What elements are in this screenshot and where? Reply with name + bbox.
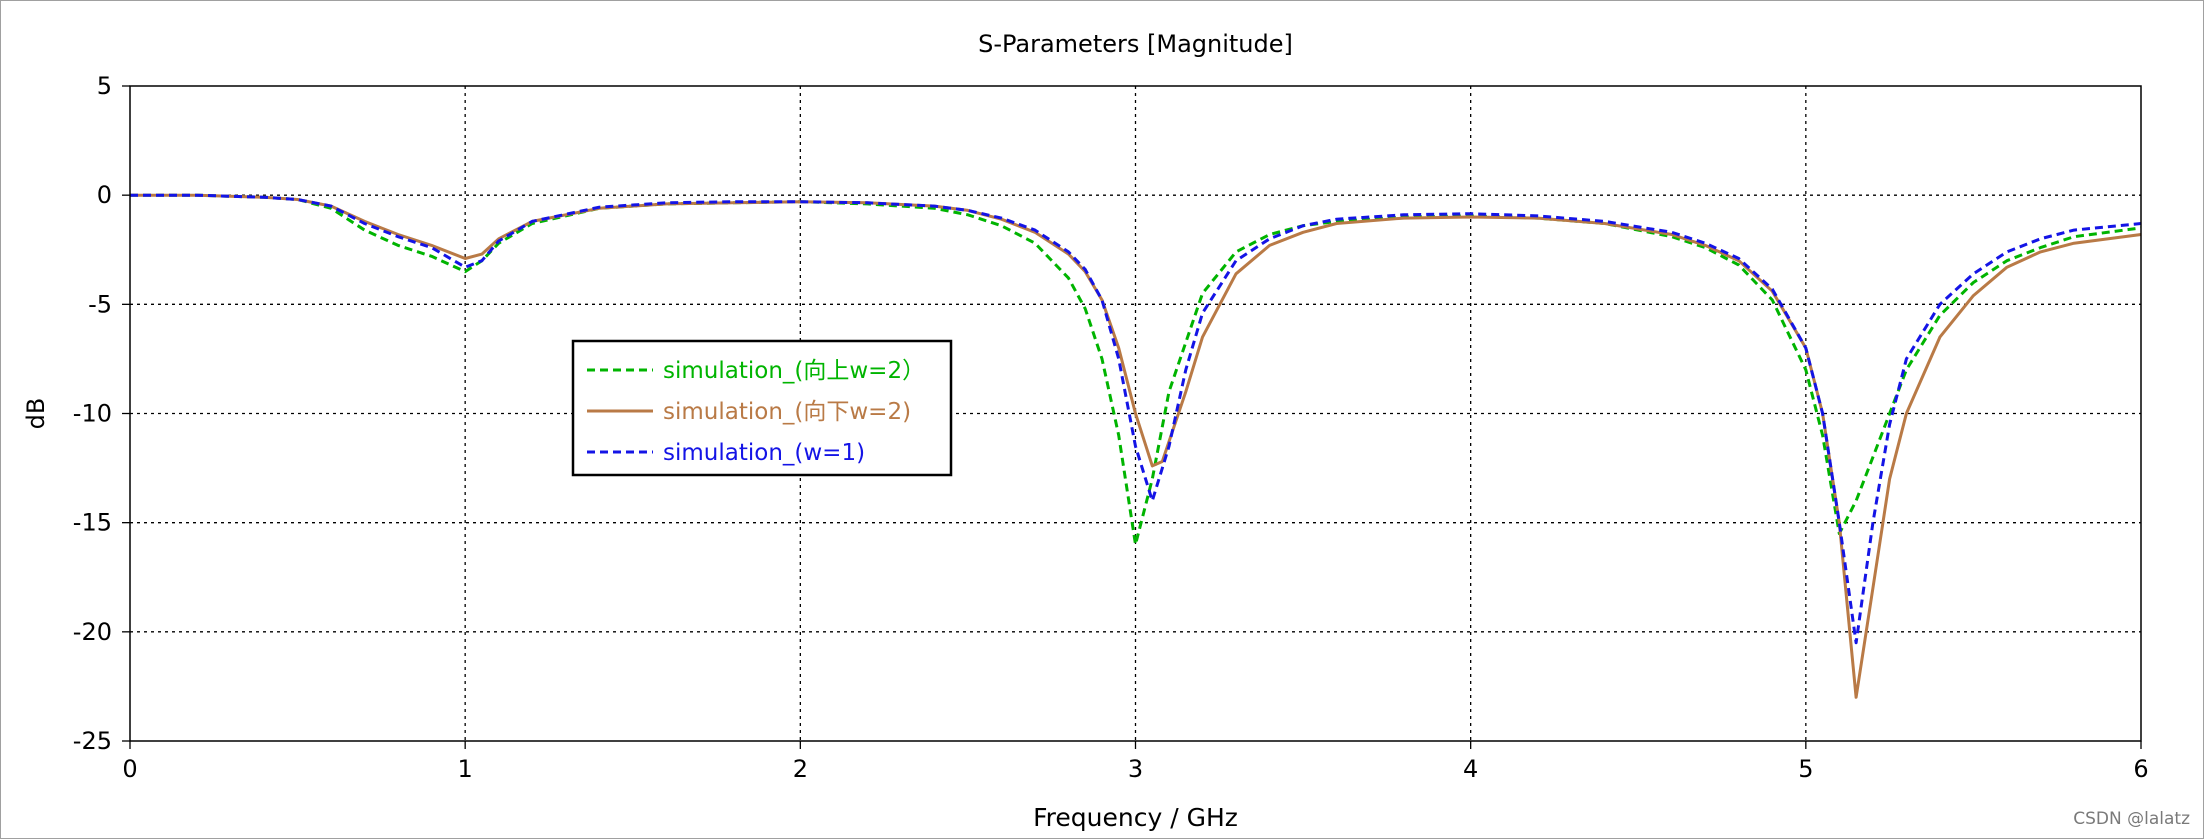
x-tick-label-6: 6 (2133, 755, 2148, 783)
y-tick-label-0: 5 (97, 72, 112, 100)
series-line-1 (130, 193, 2142, 699)
legend: simulation_(向上w=2） simulation_(向下w=2)simu… (571, 339, 953, 477)
x-tick-label-3: 3 (1128, 755, 1143, 783)
x-tick-label-0: 0 (122, 755, 137, 783)
y-tick-label-4: -15 (73, 509, 112, 537)
legend-box (571, 339, 953, 477)
y-axis-label: dB (22, 398, 50, 430)
x-tick-label-4: 4 (1463, 755, 1478, 783)
legend-label-1: simulation_(向下w=2) (663, 399, 911, 425)
y-tick-label-1: 0 (97, 181, 112, 209)
series-layer (130, 193, 2142, 699)
y-tick-label-6: -25 (73, 727, 112, 755)
chart-title: S-Parameters [Magnitude] (978, 30, 1293, 58)
legend-label-0: simulation_(向上w=2） (663, 358, 925, 384)
x-axis-label: Frequency / GHz (1033, 803, 1238, 832)
x-tick-label-5: 5 (1798, 755, 1813, 783)
series-line-0 (130, 193, 2142, 546)
y-tick-label-5: -20 (73, 618, 112, 646)
y-tick-label-2: -5 (88, 290, 112, 318)
x-tick-label-1: 1 (458, 755, 473, 783)
series-line-2 (130, 193, 2142, 645)
x-tick-label-2: 2 (793, 755, 808, 783)
axis-layer: 0 1 2 3 4 5 6 5 0 -5 -10 -15 -20 -25 S-Parameters [Mag… (22, 30, 2149, 832)
y-tick-label-3: -10 (73, 400, 112, 428)
watermark: CSDN @lalatz (2073, 809, 2190, 829)
legend-label-2: simulation_(w=1) (663, 440, 865, 466)
